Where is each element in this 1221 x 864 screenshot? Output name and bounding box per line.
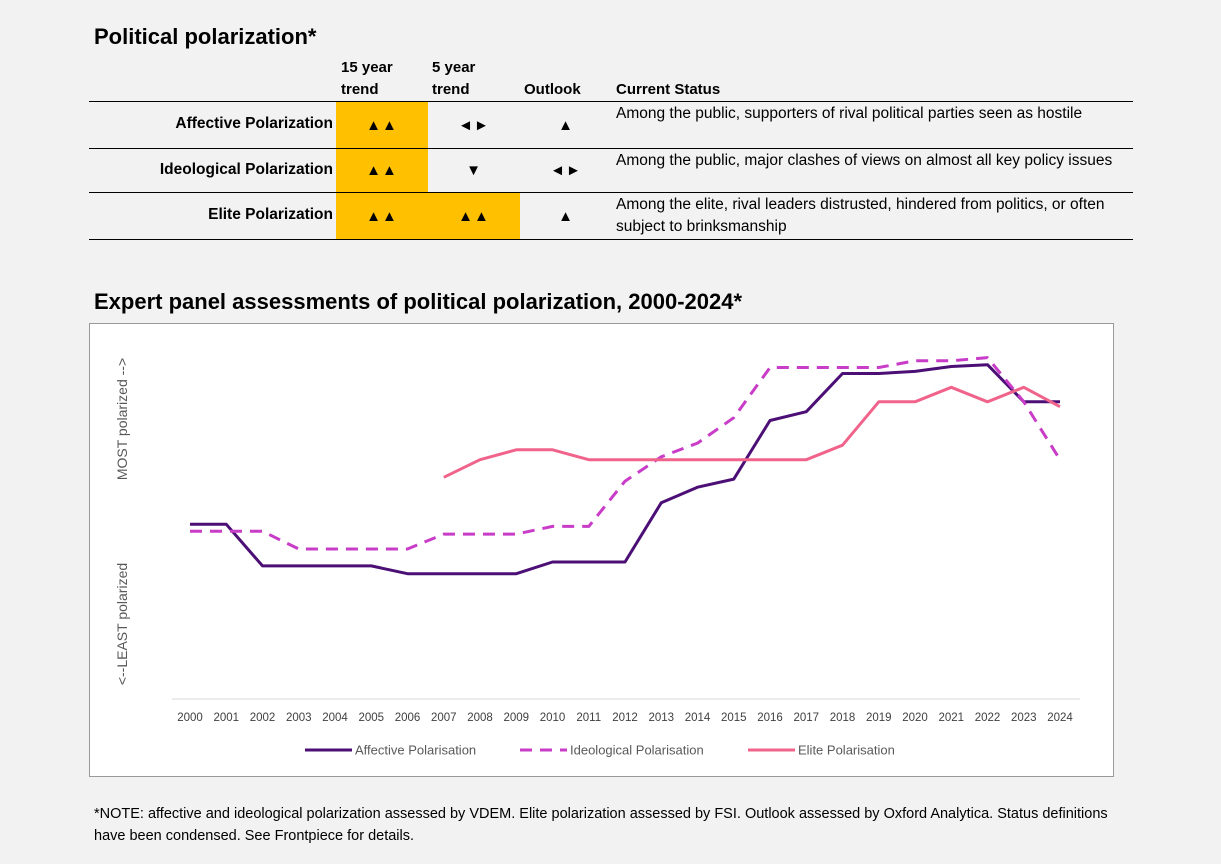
row-label-affective: Affective Polarization [175,115,333,132]
table-divider [89,239,1133,240]
table-divider [89,192,1133,193]
series-line-ideological-polarisation [190,356,1062,551]
x-tick-label: 2021 [938,712,964,724]
header-current-status: Current Status [616,81,721,98]
x-tick-label: 2005 [358,712,384,724]
x-tick-label: 2022 [975,712,1001,724]
outlook-elite: ▲ [558,207,574,225]
x-tick-label: 2017 [793,712,819,724]
row-label-ideological: Ideological Polarization [159,161,333,178]
legend-label: Elite Polarisation [798,743,895,758]
x-tick-label: 2003 [286,712,312,724]
header-5-year-trend: 5 year trend [432,59,476,98]
series-line-elite-polarisation [443,385,1061,479]
outlook-ideological: ◄► [550,162,582,179]
header-outlook: Outlook [524,81,581,98]
trend15-elite: ▲▲ [336,193,428,239]
legend-label: Ideological Polarisation [570,743,704,758]
x-tick-label: 2000 [177,712,203,724]
x-tick-label: 2006 [395,712,421,724]
trend15-affective: ▲▲ [336,102,428,148]
header-15-year-trend: 15 year trend [341,59,393,98]
chart-panel: MOST polarized --> <--LEAST polarized 20… [89,323,1114,777]
trend5-affective: ◄► [458,116,490,134]
status-elite: Among the elite, rival leaders distruste… [616,196,1105,235]
x-tick-label: 2004 [322,712,348,724]
status-affective: Among the public, supporters of rival po… [616,105,1083,122]
trend5-elite: ▲▲ [428,193,520,239]
page-title: Political polarization* [94,24,317,49]
x-tick-label: 2007 [431,712,457,724]
legend-item: Affective Polarisation [305,743,476,758]
trend5-ideological: ▼ [466,162,482,179]
x-tick-label: 2024 [1047,712,1073,724]
table-divider [89,148,1133,149]
x-tick-label: 2008 [467,712,493,724]
line-chart: MOST polarized --> <--LEAST polarized 20… [114,356,1080,758]
legend-item: Elite Polarisation [748,743,895,758]
trend15-ideological: ▲▲ [336,149,428,192]
status-ideological: Among the public, major clashes of views… [616,152,1113,169]
footnote: *NOTE: affective and ideological polariz… [94,806,1108,844]
x-tick-label: 2001 [213,712,239,724]
x-tick-label: 2010 [540,712,566,724]
outlook-affective: ▲ [558,116,574,134]
x-tick-label: 2023 [1011,712,1037,724]
series-line-affective-polarisation [190,363,1060,576]
table-divider [89,101,1133,102]
x-tick-label: 2002 [250,712,276,724]
x-tick-label: 2016 [757,712,783,724]
x-tick-label: 2015 [721,712,747,724]
x-tick-label: 2019 [866,712,892,724]
x-tick-label: 2012 [612,712,638,724]
y-axis-label-bottom: <--LEAST polarized [114,563,130,685]
legend-item: Ideological Polarisation [520,743,704,758]
legend-label: Affective Polarisation [355,743,476,758]
x-tick-label: 2014 [685,712,711,724]
chart-title: Expert panel assessments of political po… [94,289,743,314]
x-tick-label: 2020 [902,712,928,724]
x-tick-label: 2018 [830,712,856,724]
x-tick-label: 2013 [648,712,674,724]
y-axis-label-top: MOST polarized --> [114,358,130,480]
row-label-elite: Elite Polarization [208,206,333,223]
x-tick-label: 2011 [576,712,601,724]
x-tick-label: 2009 [503,712,529,724]
